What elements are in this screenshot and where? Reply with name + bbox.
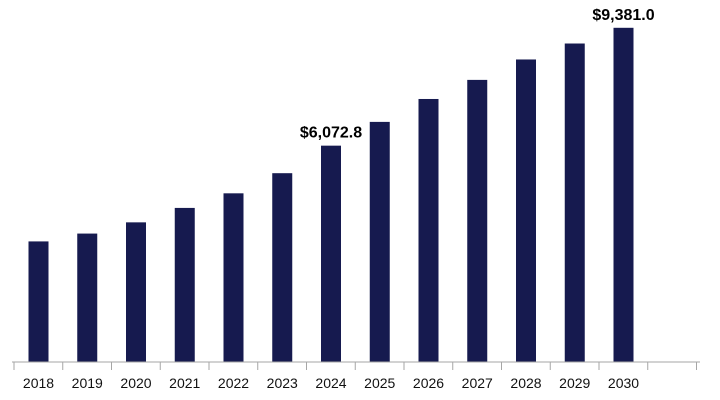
bar-2018: [28, 241, 49, 362]
bar-2029: [564, 43, 585, 362]
bar-2026: [418, 98, 439, 362]
x-tick-label-2018: 2018: [23, 375, 54, 391]
x-tick-label-2027: 2027: [462, 375, 493, 391]
x-tick-label-2025: 2025: [364, 375, 395, 391]
data-labels-group: $6,072.8 $9,381.0: [300, 7, 655, 142]
x-tick-label-2030: 2030: [608, 375, 639, 391]
bar-2028: [516, 59, 536, 362]
bar-2023: [272, 173, 293, 362]
bar-2025: [369, 121, 390, 362]
bar-2021: [174, 207, 195, 362]
bar-2020: [126, 222, 146, 362]
x-tick-label-2023: 2023: [267, 375, 298, 391]
bar-2019: [77, 233, 98, 362]
data-label-2030: $9,381.0: [592, 7, 654, 24]
x-tick-label-2020: 2020: [120, 375, 151, 391]
x-tick-label-2024: 2024: [315, 375, 346, 391]
bar-2030: [613, 27, 634, 363]
x-tick-label-2028: 2028: [510, 375, 541, 391]
bar-2022: [223, 193, 244, 362]
data-label-2024: $6,072.8: [300, 125, 362, 142]
x-tick-label-2021: 2021: [169, 375, 200, 391]
x-tick-label-2019: 2019: [72, 375, 103, 391]
bar-2024: [321, 145, 341, 362]
bar-2027: [467, 79, 488, 362]
x-tick-label-2022: 2022: [218, 375, 249, 391]
x-tick-label-2029: 2029: [559, 375, 590, 391]
x-axis: 2018 2019 2020 2021 2022 2023 2024 2025 2026 2027…: [12, 361, 700, 391]
x-tick-label-2026: 2026: [413, 375, 444, 391]
bars-group: [28, 27, 634, 363]
